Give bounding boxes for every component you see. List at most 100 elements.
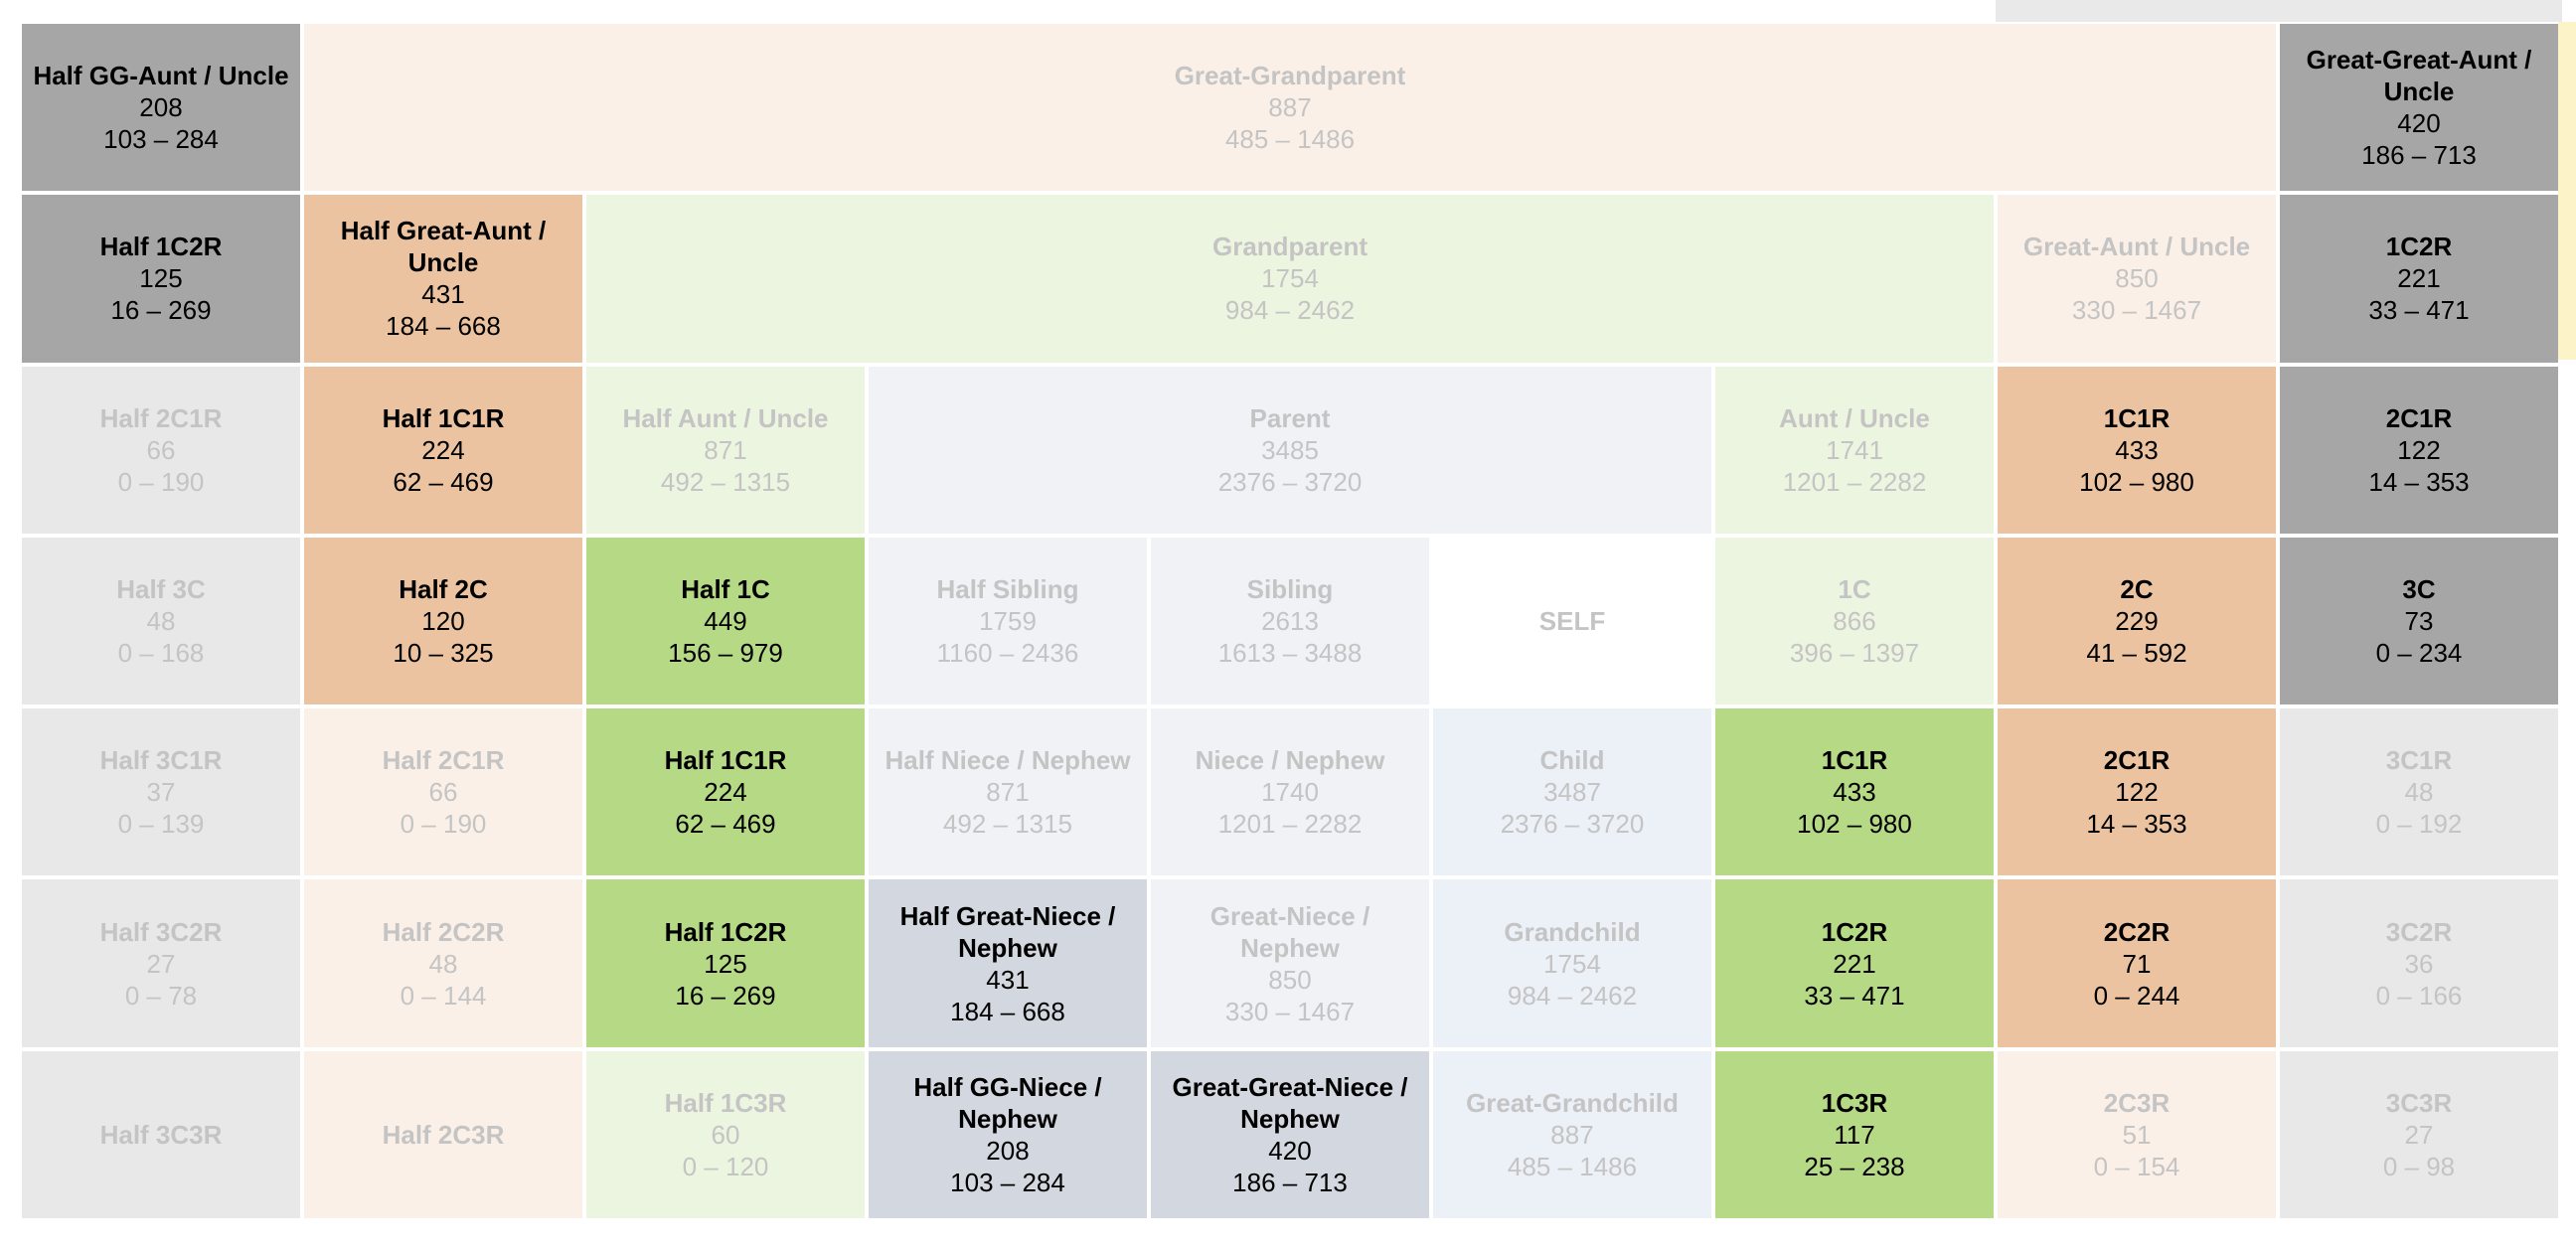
cell-great-aunt-uncle[interactable]: Great-Aunt / Uncle 850 330 – 1467: [1998, 195, 2276, 363]
cell-3c1r[interactable]: 3C1R 48 0 – 192: [2280, 708, 2558, 876]
cell-title: Half 3C: [116, 573, 206, 604]
cell-3c3r[interactable]: 3C3R 27 0 – 98: [2280, 1050, 2558, 1218]
cell-title: SELF: [1538, 605, 1606, 636]
cell-half-great-niece-nephew[interactable]: Half Great-Niece / Nephew 431 184 – 668: [869, 879, 1147, 1047]
cell-range: 485 – 1486: [1507, 1151, 1638, 1181]
cell-title: Half Great-Niece / Nephew: [899, 900, 1116, 963]
cell-2c3r[interactable]: 2C3R 51 0 – 154: [1998, 1050, 2276, 1218]
cell-count: 60: [711, 1119, 740, 1150]
cell-1c2r[interactable]: 1C2R 221 33 – 471: [2280, 195, 2558, 363]
cell-count: 48: [146, 605, 176, 636]
cell-count: 66: [428, 777, 458, 808]
cell-sibling[interactable]: Sibling 2613 1613 – 3488: [1151, 537, 1429, 705]
cell-count: 125: [704, 948, 747, 979]
cell-title: 2C2R: [2103, 916, 2171, 947]
cell-3c[interactable]: 3C 73 0 – 234: [2280, 537, 2558, 705]
cell-half-1c1r-lower[interactable]: Half 1C1R 224 62 – 469: [586, 708, 865, 876]
cell-great-grandchild[interactable]: Great-Grandchild 887 485 – 1486: [1433, 1050, 1711, 1218]
cell-title: Great-Great-Niece / Nephew: [1172, 1071, 1408, 1134]
cell-count: 887: [1550, 1119, 1594, 1150]
cell-title: Half 1C1R: [382, 402, 505, 433]
cell-2c1r-lower[interactable]: 2C1R 122 14 – 353: [1998, 708, 2276, 876]
cell-half-2c[interactable]: Half 2C 120 10 – 325: [304, 537, 582, 705]
cell-count: 27: [146, 948, 176, 979]
cell-great-great-niece-nephew[interactable]: Great-Great-Niece / Nephew 420 186 – 713: [1151, 1050, 1429, 1218]
cell-niece-nephew[interactable]: Niece / Nephew 1740 1201 – 2282: [1151, 708, 1429, 876]
cell-half-2c2r[interactable]: Half 2C2R 48 0 – 144: [304, 879, 582, 1047]
cell-half-aunt-uncle[interactable]: Half Aunt / Uncle 871 492 – 1315: [586, 366, 865, 534]
cell-count: 871: [704, 434, 747, 465]
cell-grandchild[interactable]: Grandchild 1754 984 – 2462: [1433, 879, 1711, 1047]
cell-half-2c1r-lower[interactable]: Half 2C1R 66 0 – 190: [304, 708, 582, 876]
cell-count: 36: [2404, 948, 2434, 979]
cell-range: 0 – 190: [400, 809, 487, 840]
cell-title: 1C: [1838, 573, 1871, 604]
cell-great-niece-nephew[interactable]: Great-Niece / Nephew 850 330 – 1467: [1151, 879, 1429, 1047]
cell-aunt-uncle[interactable]: Aunt / Uncle 1741 1201 – 2282: [1715, 366, 1994, 534]
cell-2c1r[interactable]: 2C1R 122 14 – 353: [2280, 366, 2558, 534]
cell-half-2c3r[interactable]: Half 2C3R: [304, 1050, 582, 1218]
cell-self[interactable]: SELF: [1433, 537, 1711, 705]
cell-great-great-aunt-uncle[interactable]: Great-Great-Aunt / Uncle 420 186 – 713: [2280, 24, 2558, 192]
cell-grandparent[interactable]: Grandparent 1754 984 – 2462: [586, 195, 1994, 363]
cell-half-sibling[interactable]: Half Sibling 1759 1160 – 2436: [869, 537, 1147, 705]
cell-range: 16 – 269: [675, 980, 776, 1011]
cell-title: Half 3C3R: [99, 1119, 223, 1150]
cell-2c2r[interactable]: 2C2R 71 0 – 244: [1998, 879, 2276, 1047]
cell-half-3c2r[interactable]: Half 3C2R 27 0 – 78: [22, 879, 300, 1047]
cell-range: 62 – 469: [675, 809, 776, 840]
cell-child[interactable]: Child 3487 2376 – 3720: [1433, 708, 1711, 876]
cell-2c[interactable]: 2C 229 41 – 592: [1998, 537, 2276, 705]
cell-half-1c2r[interactable]: Half 1C2R 125 16 – 269: [22, 195, 300, 363]
cell-title: Half 1C3R: [664, 1087, 787, 1118]
cell-count: 1759: [979, 605, 1037, 636]
cell-1c1r-lower[interactable]: 1C1R 433 102 – 980: [1715, 708, 1994, 876]
cell-range: 492 – 1315: [660, 466, 791, 497]
cell-count: 3485: [1261, 434, 1319, 465]
cell-half-1c2r-lower[interactable]: Half 1C2R 125 16 – 269: [586, 879, 865, 1047]
cell-range: 0 – 166: [2375, 980, 2463, 1011]
cell-1c[interactable]: 1C 866 396 – 1397: [1715, 537, 1994, 705]
cell-count: 420: [1268, 1135, 1312, 1166]
cell-1c1r[interactable]: 1C1R 433 102 – 980: [1998, 366, 2276, 534]
cell-half-niece-nephew[interactable]: Half Niece / Nephew 871 492 – 1315: [869, 708, 1147, 876]
cell-half-2c1r[interactable]: Half 2C1R 66 0 – 190: [22, 366, 300, 534]
cell-half-3c3r[interactable]: Half 3C3R: [22, 1050, 300, 1218]
cell-title: 2C1R: [2385, 402, 2453, 433]
cell-3c2r[interactable]: 3C2R 36 0 – 166: [2280, 879, 2558, 1047]
cell-range: 10 – 325: [393, 637, 494, 668]
cell-title: Half 2C1R: [382, 745, 505, 776]
cell-count: 221: [2397, 263, 2441, 294]
cell-1c2r-lower[interactable]: 1C2R 221 33 – 471: [1715, 879, 1994, 1047]
cell-title: Half GG-Niece / Nephew: [913, 1071, 1102, 1134]
cell-title: Sibling: [1246, 573, 1334, 604]
cell-half-gg-aunt-uncle[interactable]: Half GG-Aunt / Uncle 208 103 – 284: [22, 24, 300, 192]
cell-count: 27: [2404, 1119, 2434, 1150]
cell-great-grandparent[interactable]: Great-Grandparent 887 485 – 1486: [304, 24, 2276, 192]
cell-half-3c1r[interactable]: Half 3C1R 37 0 – 139: [22, 708, 300, 876]
cell-range: 103 – 284: [103, 124, 219, 155]
cell-title: Grandchild: [1504, 916, 1641, 947]
cell-title: Half 2C1R: [99, 402, 223, 433]
cell-title: 1C2R: [2385, 232, 2453, 262]
cell-count: 420: [2397, 108, 2441, 139]
cell-range: 102 – 980: [1797, 809, 1912, 840]
cell-half-3c[interactable]: Half 3C 48 0 – 168: [22, 537, 300, 705]
cell-half-1c3r[interactable]: Half 1C3R 60 0 – 120: [586, 1050, 865, 1218]
cell-1c3r[interactable]: 1C3R 117 25 – 238: [1715, 1050, 1994, 1218]
cell-range: 33 – 471: [1804, 980, 1905, 1011]
cell-count: 850: [2115, 263, 2159, 294]
cell-half-gg-niece-nephew[interactable]: Half GG-Niece / Nephew 208 103 – 284: [869, 1050, 1147, 1218]
cell-count: 66: [146, 434, 176, 465]
cell-range: 0 – 168: [117, 637, 205, 668]
cell-title: Great-Great-Aunt / Uncle: [2306, 45, 2532, 107]
cell-count: 866: [1833, 605, 1876, 636]
cell-half-1c1r[interactable]: Half 1C1R 224 62 – 469: [304, 366, 582, 534]
cell-half-great-aunt-uncle[interactable]: Half Great-Aunt / Uncle 431 184 – 668: [304, 195, 582, 363]
cell-parent[interactable]: Parent 3485 2376 – 3720: [869, 366, 1711, 534]
cell-title: Half Aunt / Uncle: [622, 402, 829, 433]
cell-range: 2376 – 3720: [1217, 466, 1363, 497]
cell-range: 1201 – 2282: [1217, 809, 1363, 840]
cell-half-1c[interactable]: Half 1C 449 156 – 979: [586, 537, 865, 705]
cell-count: 431: [421, 279, 465, 310]
